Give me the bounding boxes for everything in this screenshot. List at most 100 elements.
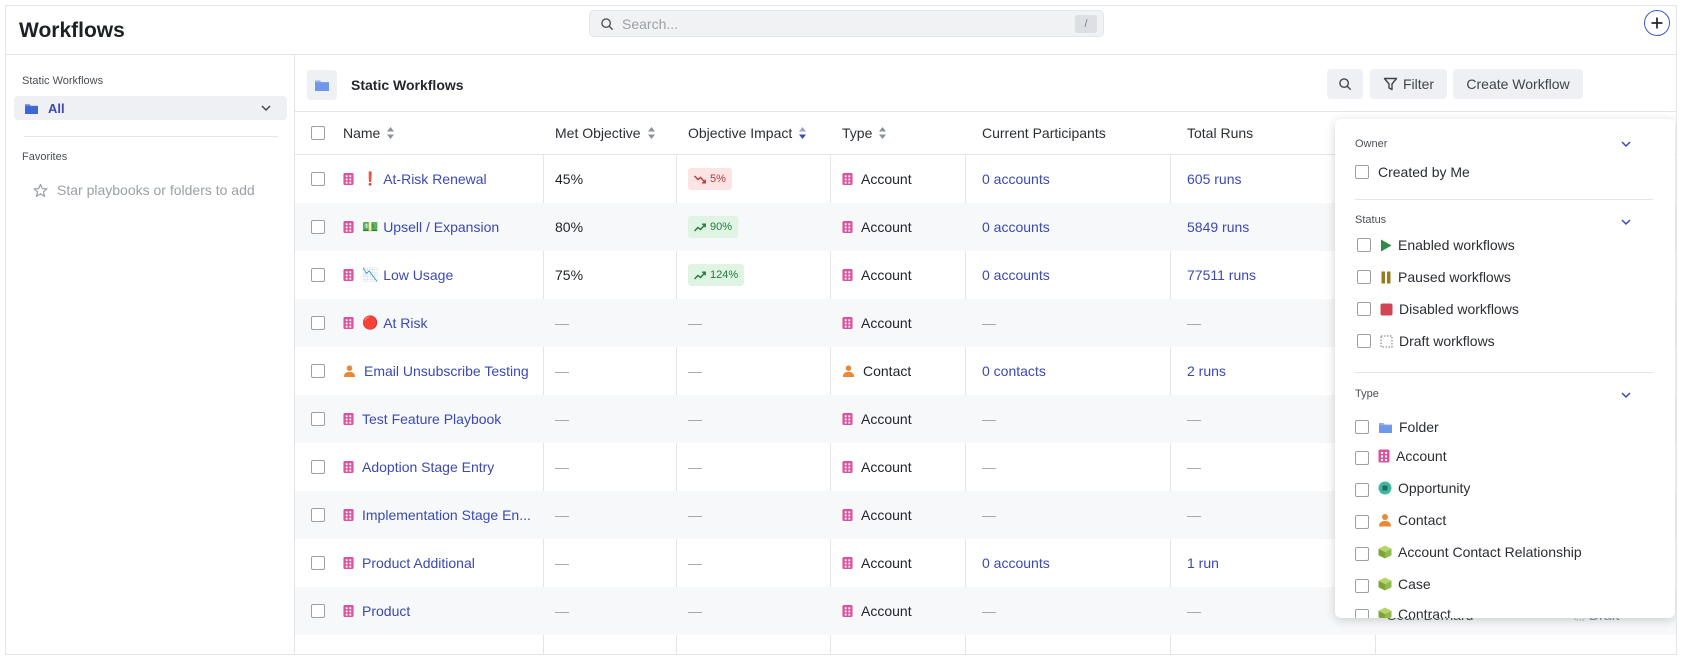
row-checkbox[interactable]: [311, 364, 325, 378]
checkbox[interactable]: [1355, 420, 1369, 434]
chevron-down-icon[interactable]: [1619, 388, 1633, 402]
row-checkbox[interactable]: [311, 220, 325, 234]
select-all-checkbox[interactable]: [311, 126, 325, 140]
table-search-button[interactable]: [1327, 69, 1363, 99]
met-objective-value: —: [555, 411, 569, 427]
column-header-name[interactable]: Name: [343, 112, 395, 154]
column-header-participants[interactable]: Current Participants: [982, 125, 1106, 141]
workflow-name-link[interactable]: Upsell / Expansion: [383, 219, 500, 235]
checkbox[interactable]: [1355, 515, 1369, 529]
workflow-name-link[interactable]: Product: [362, 603, 411, 619]
row-checkbox[interactable]: [311, 268, 325, 282]
row-checkbox[interactable]: [311, 172, 325, 186]
filter-option-contract[interactable]: Contract: [1355, 605, 1451, 618]
checkbox[interactable]: [1355, 451, 1369, 465]
table-row[interactable]: Product Additional — — Account 0 accounts 1 r…: [295, 539, 1676, 587]
table-row[interactable]: ❗ At-Risk Renewal 45% 5% Account 0 accounts 60…: [295, 155, 1676, 203]
filter-option-case[interactable]: Case: [1355, 575, 1431, 593]
table-row[interactable]: 📉 Low Usage 75% 124% Account 0 accounts 77511 …: [295, 251, 1676, 299]
top-bar: Workflows /: [6, 6, 1676, 55]
workflow-name-link[interactable]: Implementation Stage En...: [362, 507, 531, 523]
filter-option-contact[interactable]: Contact: [1355, 511, 1446, 529]
checkbox[interactable]: [1355, 547, 1369, 561]
filter-option-folder[interactable]: Folder: [1355, 419, 1439, 435]
workflow-name-link[interactable]: Low Usage: [383, 267, 454, 283]
impact-badge: 90%: [688, 216, 739, 238]
name-cell[interactable]: Adoption Stage Entry: [343, 443, 537, 491]
create-workflow-button[interactable]: Create Workflow: [1453, 69, 1583, 99]
checkbox[interactable]: [1355, 165, 1369, 179]
row-checkbox[interactable]: [311, 460, 325, 474]
name-cell[interactable]: 🔴 At Risk: [343, 299, 537, 347]
workflow-name-link[interactable]: At Risk: [383, 315, 428, 331]
row-checkbox[interactable]: [311, 316, 325, 330]
participants-link[interactable]: 0 accounts: [982, 219, 1050, 235]
column-header-total-runs[interactable]: Total Runs: [1187, 125, 1254, 141]
checkbox[interactable]: [1357, 270, 1371, 284]
workflow-name-link[interactable]: Email Unsubscribe Testing: [364, 363, 529, 379]
workflow-name-link[interactable]: Adoption Stage Entry: [362, 459, 495, 475]
total-runs-link[interactable]: 1 run: [1187, 555, 1219, 571]
filter-option-account[interactable]: Account: [1355, 447, 1447, 465]
global-search[interactable]: /: [589, 10, 1104, 37]
objective-impact-cell: 5%: [688, 155, 732, 203]
filter-option-opportunity[interactable]: Opportunity: [1355, 479, 1470, 497]
column-header-met-objective[interactable]: Met Objective: [555, 112, 656, 154]
participants-cell: —: [982, 395, 996, 443]
name-cell[interactable]: Product Additional: [343, 539, 537, 587]
name-cell[interactable]: Product: [343, 587, 537, 635]
search-input[interactable]: [622, 15, 1062, 32]
filter-panel: Owner Created by Me Status Enabled workf…: [1335, 119, 1675, 618]
workflow-name-link[interactable]: Product Additional: [362, 555, 475, 571]
name-cell[interactable]: Test Feature Playbook: [343, 395, 537, 443]
folder-select[interactable]: All: [14, 96, 287, 120]
chevron-down-icon[interactable]: [1619, 137, 1633, 151]
chevron-down-icon[interactable]: [1619, 215, 1633, 229]
workflow-name-link[interactable]: At-Risk Renewal: [383, 171, 487, 187]
participants-link[interactable]: 0 accounts: [982, 171, 1050, 187]
filter-button[interactable]: Filter: [1370, 69, 1447, 99]
filter-option-created-by-me[interactable]: Created by Me: [1355, 164, 1470, 180]
column-header-type[interactable]: Type: [842, 112, 887, 154]
type-value: Account: [861, 459, 912, 475]
row-checkbox[interactable]: [311, 556, 325, 570]
name-cell[interactable]: 📉 Low Usage: [343, 251, 537, 299]
checkbox[interactable]: [1357, 334, 1371, 348]
row-checkbox[interactable]: [311, 412, 325, 426]
select-all-cell: [311, 112, 325, 154]
favorites-empty-text: Star playbooks or folders to add: [57, 182, 255, 198]
add-button[interactable]: [1644, 10, 1670, 36]
checkbox[interactable]: [1355, 609, 1369, 618]
total-runs-link[interactable]: 5849 runs: [1187, 219, 1250, 235]
name-cell[interactable]: Email Unsubscribe Testing: [343, 347, 537, 395]
filter-option-paused[interactable]: Paused workflows: [1357, 269, 1511, 285]
total-runs-link[interactable]: 605 runs: [1187, 171, 1242, 187]
column-divider: [543, 112, 544, 654]
table-row[interactable]: Email Unsubscribe Testing — — Contact 0 cont…: [295, 347, 1676, 395]
filter-option-account-contact-relationship[interactable]: Account Contact Relationship: [1355, 543, 1582, 561]
participants-link[interactable]: 0 accounts: [982, 555, 1050, 571]
filter-option-enabled[interactable]: Enabled workflows: [1357, 237, 1515, 253]
total-runs-link[interactable]: 2 runs: [1187, 363, 1226, 379]
total-runs-cell: 77511 runs: [1187, 251, 1256, 299]
trend-up-icon: [694, 223, 706, 231]
column-header-objective-impact[interactable]: Objective Impact: [688, 112, 807, 154]
checkbox[interactable]: [1355, 579, 1369, 593]
total-runs-link[interactable]: 77511 runs: [1187, 267, 1257, 283]
participants-link[interactable]: 0 contacts: [982, 363, 1046, 379]
type-value: Account: [861, 555, 912, 571]
name-cell[interactable]: Implementation Stage En...: [343, 491, 537, 539]
participants-link[interactable]: 0 accounts: [982, 267, 1050, 283]
row-checkbox[interactable]: [311, 604, 325, 618]
name-cell[interactable]: 💵 Upsell / Expansion: [343, 203, 537, 251]
workflow-name-link[interactable]: Test Feature Playbook: [362, 411, 502, 427]
checkbox[interactable]: [1355, 483, 1369, 497]
name-cell[interactable]: ❗ At-Risk Renewal: [343, 155, 537, 203]
filter-option-disabled[interactable]: Disabled workflows: [1357, 301, 1519, 317]
checkbox[interactable]: [1357, 238, 1371, 252]
table-row[interactable]: Adoption Stage Entry — — Account — —: [295, 443, 1676, 491]
row-checkbox[interactable]: [311, 508, 325, 522]
checkbox[interactable]: [1357, 302, 1371, 316]
filter-option-draft[interactable]: Draft workflows: [1357, 333, 1495, 349]
type-cell: Account: [842, 539, 912, 587]
